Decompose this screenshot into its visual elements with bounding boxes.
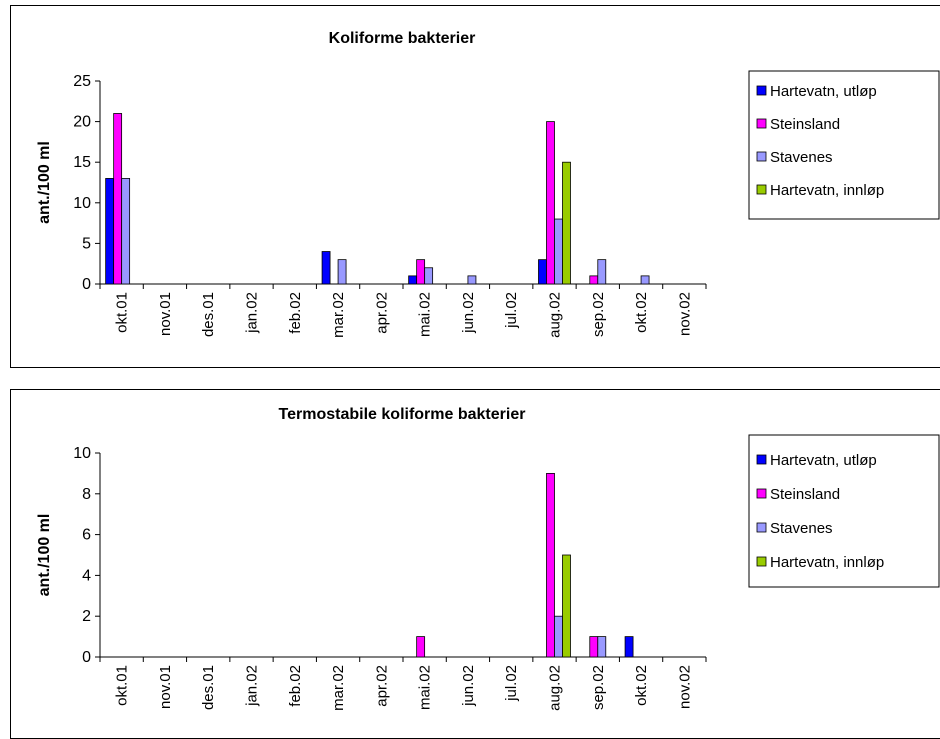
- chart-title: Termostabile koliforme bakterier: [279, 406, 526, 423]
- category-label: nov.02: [676, 665, 693, 709]
- bar-steinsland: [416, 636, 426, 658]
- bar-stavenes: [597, 636, 607, 658]
- bar-stavenes: [121, 178, 131, 285]
- category-label: des.01: [200, 292, 217, 337]
- chart-koliforme: Koliforme bakterier ant./100 ml 0 5 10 15 20 25…: [36, 30, 940, 338]
- bar-stavenes: [554, 218, 563, 285]
- chart-panel-koliforme: Koliforme bakterier ant./100 ml 0 5 10 15 20 25…: [10, 5, 940, 368]
- chart-termostabile: Termostabile koliforme bakterier ant./100…: [36, 406, 940, 711]
- category-label: jun.02: [460, 292, 477, 334]
- legend-entry: Hartevatn, innløp: [770, 182, 884, 199]
- legend-entry: Hartevatn, utløp: [770, 452, 877, 469]
- legend-entry: Steinsland: [770, 116, 840, 133]
- category-label: sep.02: [590, 292, 607, 337]
- bar-hartevatn-innl-p: [562, 554, 571, 658]
- legend-swatch: [756, 151, 767, 162]
- bar-stavenes: [597, 259, 607, 285]
- legend-swatch: [756, 522, 767, 533]
- category-label: okt.01: [114, 665, 131, 706]
- bar-steinsland: [589, 275, 599, 285]
- category-label: sep.02: [590, 665, 607, 710]
- y-tick-label: 0: [82, 649, 91, 666]
- category-label: des.01: [200, 665, 217, 710]
- legend-swatch: [756, 184, 767, 195]
- legend-entry: Stavenes: [770, 149, 833, 166]
- category-label: feb.02: [287, 292, 304, 334]
- category-label: nov.01: [157, 292, 174, 336]
- y-tick-label: 15: [73, 154, 91, 171]
- y-tick-label: 10: [73, 445, 91, 462]
- category-label: jun.02: [460, 665, 477, 707]
- category-label: jan.02: [244, 665, 261, 707]
- bar-stavenes: [640, 275, 650, 285]
- legend-box: [748, 434, 940, 588]
- bar-steinsland: [113, 113, 123, 285]
- category-label: okt.01: [114, 292, 131, 333]
- bar-steinsland: [589, 636, 599, 658]
- bar-hartevatn-utl-p: [538, 259, 547, 285]
- legend-entry: Hartevatn, utløp: [770, 83, 877, 100]
- bar-hartevatn-utl-p: [105, 178, 115, 285]
- y-axis-label: ant./100 ml: [36, 141, 53, 224]
- bar-stavenes: [554, 615, 563, 658]
- category-label: feb.02: [287, 665, 304, 707]
- legend-box: [748, 70, 940, 220]
- legend-swatch: [756, 118, 767, 129]
- category-label: jan.02: [244, 292, 261, 334]
- bar-stavenes: [337, 259, 347, 285]
- y-tick-label: 8: [82, 486, 91, 503]
- category-label: jul.02: [503, 292, 520, 329]
- category-label: aug.02: [547, 665, 564, 711]
- category-label: okt.02: [633, 665, 650, 706]
- category-label: nov.02: [676, 292, 693, 336]
- category-label: mar.02: [330, 665, 347, 711]
- bar-hartevatn-utl-p: [408, 275, 418, 285]
- legend-swatch: [756, 85, 767, 96]
- y-axis-label: ant./100 ml: [36, 514, 53, 597]
- legend-swatch: [756, 488, 767, 499]
- y-tick-label: 25: [73, 73, 91, 90]
- y-tick-label: 4: [82, 567, 91, 584]
- category-label: aug.02: [547, 292, 564, 338]
- legend-swatch: [756, 454, 767, 465]
- chart-title: Koliforme bakterier: [329, 30, 476, 47]
- category-label: jul.02: [503, 665, 520, 702]
- category-label: nov.01: [157, 665, 174, 709]
- category-label: mai.02: [417, 292, 434, 337]
- legend-entry: Steinsland: [770, 486, 840, 503]
- y-tick-label: 6: [82, 527, 91, 544]
- y-tick-label: 5: [82, 235, 91, 252]
- bar-steinsland: [546, 121, 555, 285]
- bar-hartevatn-innl-p: [562, 161, 571, 285]
- legend-swatch: [756, 556, 767, 567]
- y-tick-label: 10: [73, 195, 91, 212]
- bar-hartevatn-utl-p: [624, 636, 634, 658]
- y-tick-label: 20: [73, 114, 91, 131]
- bar-stavenes: [467, 275, 477, 285]
- y-tick-label: 2: [82, 608, 91, 625]
- category-label: apr.02: [373, 292, 390, 334]
- category-label: okt.02: [633, 292, 650, 333]
- legend-entry: Stavenes: [770, 520, 833, 537]
- category-label: mar.02: [330, 292, 347, 338]
- chart-panel-termostabile: Termostabile koliforme bakterier ant./100…: [10, 389, 940, 739]
- category-label: mai.02: [417, 665, 434, 710]
- y-tick-label: 0: [82, 276, 91, 293]
- category-label: apr.02: [373, 665, 390, 707]
- bar-steinsland: [416, 259, 426, 285]
- bar-steinsland: [546, 473, 555, 658]
- bar-hartevatn-utl-p: [321, 251, 331, 285]
- legend-entry: Hartevatn, innløp: [770, 554, 884, 571]
- bar-stavenes: [424, 267, 434, 285]
